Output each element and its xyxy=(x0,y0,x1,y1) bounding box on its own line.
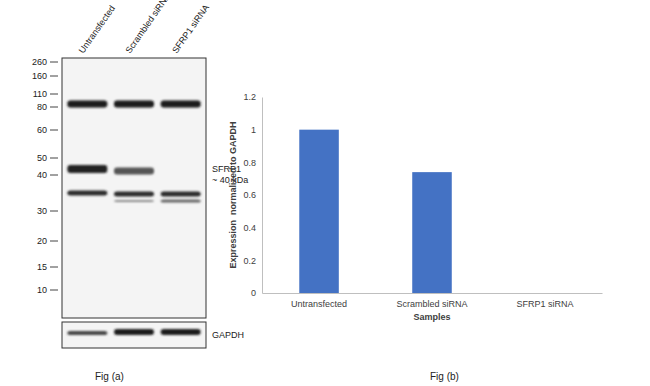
bands xyxy=(67,101,200,336)
blot-band xyxy=(114,101,154,108)
caption: Fig (b) xyxy=(430,371,459,382)
y-tick: 0.4 xyxy=(243,223,262,233)
y-tick-label: 0.4 xyxy=(243,223,256,233)
marker-tick xyxy=(50,267,58,268)
y-tick: 0.2 xyxy=(243,256,262,266)
blot-band xyxy=(114,329,154,335)
blot-band xyxy=(67,191,107,196)
x-axis-title: Samples xyxy=(413,312,450,322)
marker-tick xyxy=(50,290,58,291)
marker-axis: 260 160 110 80 60 50 40 30 20 15 10 xyxy=(32,57,58,295)
marker-label: 260 xyxy=(32,57,47,67)
marker-tick xyxy=(50,107,58,108)
loading-control-label: GAPDH xyxy=(212,330,244,340)
x-tick-label: SFRP1 siRNA xyxy=(516,299,573,309)
y-tick: 1.2 xyxy=(243,92,262,102)
marker-label: 15 xyxy=(37,262,47,272)
marker-label: 60 xyxy=(37,125,47,135)
marker-label: 80 xyxy=(37,102,47,112)
y-axis-title: Expression normalized to GAPDH xyxy=(228,121,238,268)
marker-tick xyxy=(50,76,58,77)
x-tick: Scrambled siRNA xyxy=(396,293,467,309)
marker-tick xyxy=(50,211,58,212)
bar xyxy=(412,172,452,293)
blot-band xyxy=(161,101,201,108)
blot-band xyxy=(67,331,107,335)
y-tick-label: 1.2 xyxy=(243,92,256,102)
x-axis: Untransfected Scrambled siRNA SFRP1 siRNA xyxy=(263,293,603,309)
marker-tick xyxy=(50,62,58,63)
marker-label: 160 xyxy=(32,71,47,81)
blot-band xyxy=(161,200,201,203)
blot-band xyxy=(114,192,154,197)
y-tick: 1 xyxy=(251,125,262,135)
marker-tick xyxy=(50,158,58,159)
marker-label: 10 xyxy=(37,285,47,295)
y-tick-label: 0.2 xyxy=(243,256,256,266)
marker-tick xyxy=(50,130,58,131)
blot-panel: 260 160 110 80 60 50 40 30 20 15 10 UntransfectedSc… xyxy=(32,0,248,382)
blot-band xyxy=(67,101,107,108)
x-tick-label: Scrambled siRNA xyxy=(396,299,467,309)
y-tick: 0.6 xyxy=(243,190,262,200)
lane-label: Untransfected xyxy=(77,4,117,56)
marker-label: 110 xyxy=(33,89,47,99)
marker-tick xyxy=(50,94,58,95)
gapdh-frame xyxy=(62,322,206,348)
lane-label: SFRP1 siRNA xyxy=(170,3,211,55)
marker-label: 30 xyxy=(37,206,47,216)
blot-band xyxy=(161,329,201,335)
x-axis-line xyxy=(263,293,603,294)
y-tick: 0.8 xyxy=(243,158,262,168)
marker-label: 50 xyxy=(37,153,47,163)
blot-band xyxy=(161,192,201,197)
marker-label: 20 xyxy=(37,236,47,246)
y-tick-label: 0 xyxy=(251,288,256,298)
blot-band xyxy=(67,165,107,173)
blot-frame xyxy=(62,58,206,318)
x-tick-label: Untransfected xyxy=(291,299,347,309)
marker-tick xyxy=(50,175,58,176)
y-tick-label: 1 xyxy=(251,125,256,135)
bar xyxy=(299,130,339,293)
y-axis: 0 0.2 0.4 0.6 0.8 1 1.2 xyxy=(243,92,262,298)
y-tick: 0 xyxy=(251,288,262,298)
lane-label: Scrambled siRNA xyxy=(123,0,172,55)
x-tick: SFRP1 siRNA xyxy=(516,293,573,309)
y-tick-label: 0.8 xyxy=(243,158,256,168)
y-axis-line xyxy=(262,98,263,294)
bar-chart: 0 0.2 0.4 0.6 0.8 1 1.2 Untransfected Scrambled … xyxy=(228,92,603,382)
y-tick-label: 0.6 xyxy=(243,190,256,200)
blot-band xyxy=(114,168,154,175)
marker-label: 40 xyxy=(37,170,47,180)
marker-tick xyxy=(50,241,58,242)
bar xyxy=(525,293,565,294)
blot-band xyxy=(114,200,154,202)
caption: Fig (a) xyxy=(95,371,124,382)
x-tick: Untransfected xyxy=(291,293,347,309)
bars xyxy=(299,130,451,293)
